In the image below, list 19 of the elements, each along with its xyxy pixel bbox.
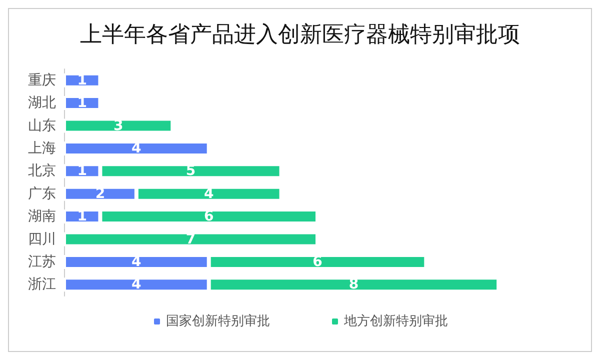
bar [64,232,318,246]
y-tick-label: 广东 [28,186,56,202]
bar [64,73,100,88]
y-tick-label: 上海 [28,140,56,156]
legend-label: 地方创新特别审批 [343,313,448,329]
legend-label: 国家创新特别审批 [166,313,270,329]
y-tick-label: 四川 [28,231,56,248]
y-tick-label: 北京 [28,163,56,180]
y-tick-label: 重庆 [28,72,56,88]
bar [64,96,100,110]
y-tick-label: 浙江 [28,276,56,293]
y-tick-label: 山东 [28,118,56,134]
chart-title: 上半年各省产品进入创新医疗器械特别审批项 [80,22,520,48]
data-label: 4 [204,186,214,202]
y-tick-label: 湖南 [28,208,56,225]
y-tick-label: 湖北 [28,95,56,112]
y-tick-label: 江苏 [28,254,56,270]
bar [64,118,173,133]
bar [64,141,209,156]
